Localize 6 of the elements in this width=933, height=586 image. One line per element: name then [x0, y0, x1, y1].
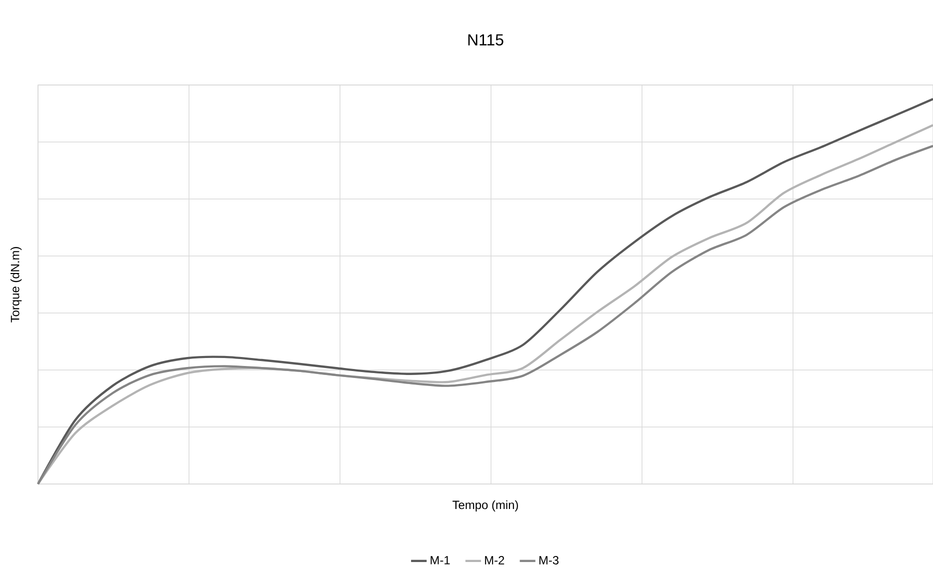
legend-label: M-1: [430, 556, 450, 564]
y-axis-title: Torque (dN.m): [10, 247, 22, 322]
chart-title: N115: [468, 34, 504, 46]
x-axis-title: Tempo (min): [452, 500, 518, 512]
legend-label: M-2: [485, 556, 504, 564]
legend-label: M-3: [539, 556, 559, 564]
